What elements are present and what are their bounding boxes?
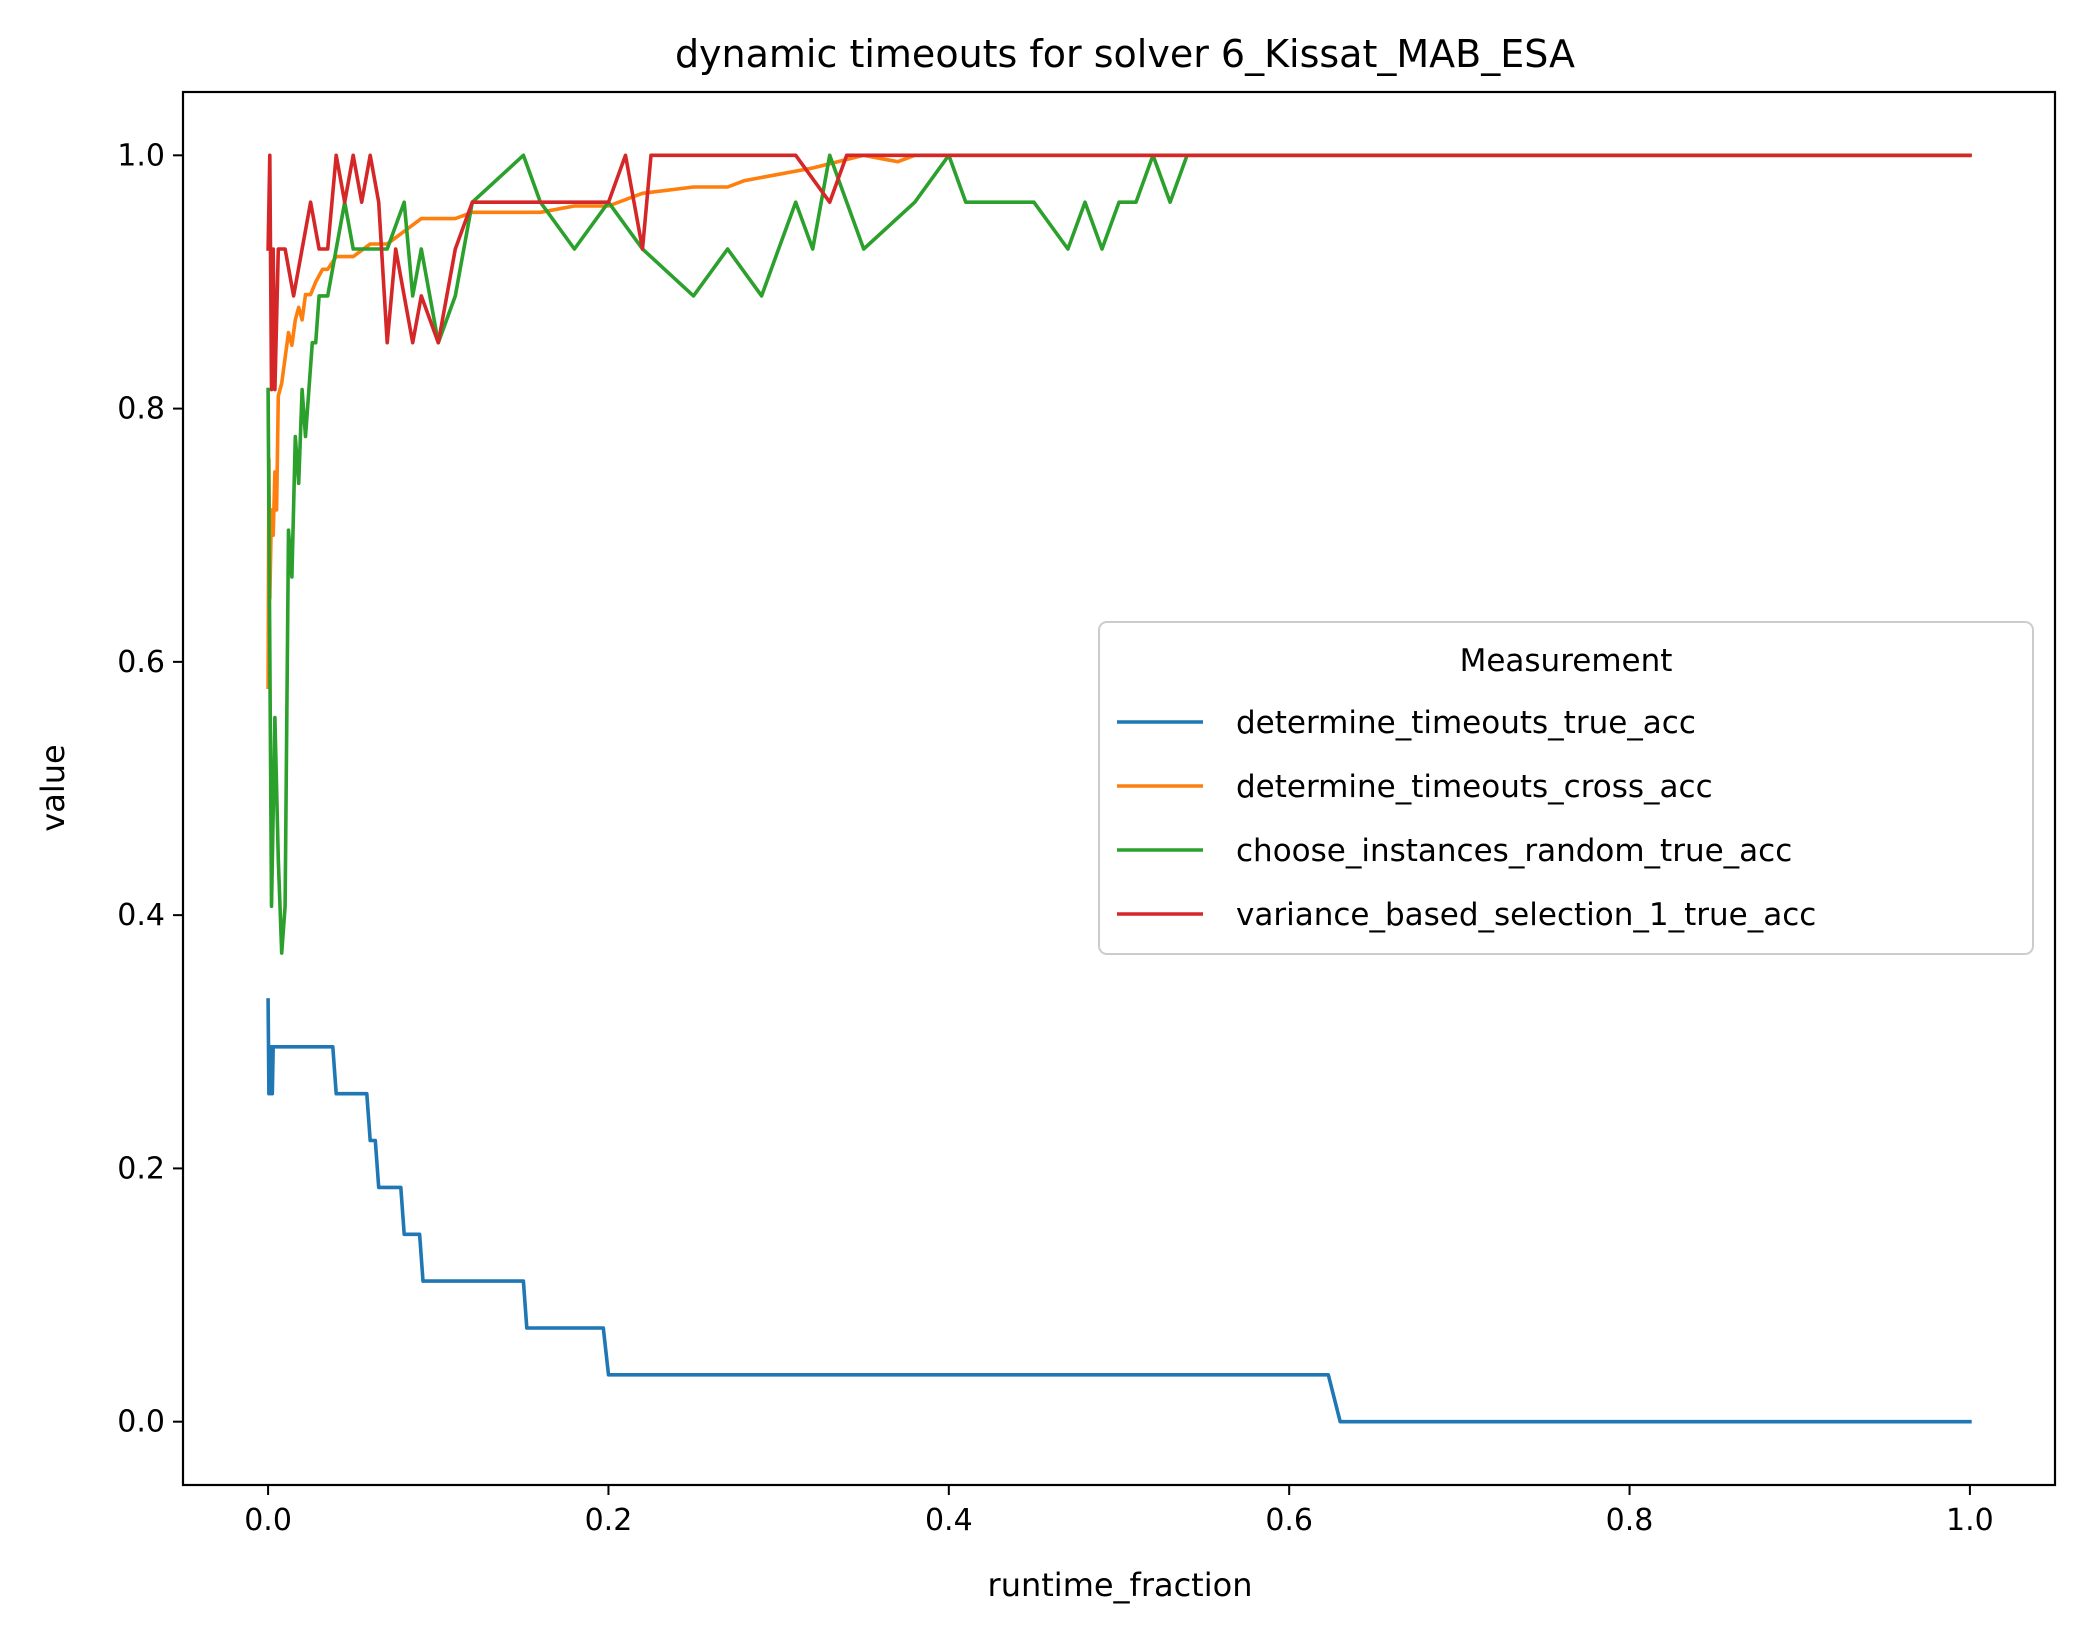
y-tick-label: 0.8 [117, 392, 165, 427]
y-tick-label: 0.4 [117, 898, 165, 933]
x-axis: 0.0 0.2 0.4 0.6 0.8 1.0 [244, 1485, 1994, 1538]
y-tick-label: 0.0 [117, 1405, 165, 1440]
x-tick-label: 1.0 [1946, 1503, 1994, 1538]
legend-box [1098, 621, 2034, 955]
chart-title: dynamic timeouts for solver 6_Kissat_MAB… [675, 32, 1575, 76]
plot-lines [266, 153, 1972, 1424]
x-tick-label: 0.4 [925, 1503, 973, 1538]
legend-entry: determine_timeouts_true_acc [1236, 705, 1696, 741]
x-tick-label: 0.0 [244, 1503, 292, 1538]
legend-entry: determine_timeouts_cross_acc [1236, 769, 1713, 805]
x-tick-label: 0.6 [1265, 1503, 1313, 1538]
legend-title: Measurement [1460, 643, 1673, 679]
y-tick-label: 0.6 [117, 645, 165, 680]
series-line-4 [266, 153, 1972, 392]
plot-frame [181, 90, 2057, 1487]
legend-entry: variance_based_selection_1_true_acc [1236, 897, 1816, 933]
x-tick-label: 0.2 [585, 1503, 633, 1538]
y-tick-label: 0.2 [117, 1151, 165, 1186]
y-axis: 0.0 0.2 0.4 0.6 0.8 1.0 [117, 138, 183, 1440]
legend-entry: choose_instances_random_true_acc [1236, 833, 1792, 869]
y-axis-label: value [34, 744, 72, 831]
x-tick-label: 0.8 [1606, 1503, 1654, 1538]
legend: Measurement determine_timeouts_true_accd… [1098, 621, 2034, 955]
y-tick-label: 1.0 [117, 138, 165, 173]
legend-items: determine_timeouts_true_acc determine_tim… [1117, 705, 1816, 933]
series-line-1 [266, 998, 1972, 1424]
x-axis-label: runtime_fraction [988, 1566, 1253, 1604]
